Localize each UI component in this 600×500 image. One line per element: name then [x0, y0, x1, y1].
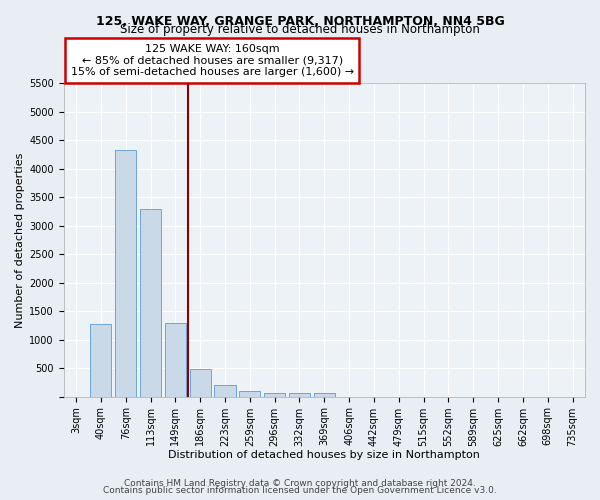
Bar [190, 370, 211, 396]
Bar [239, 392, 260, 396]
Text: Contains public sector information licensed under the Open Government Licence v3: Contains public sector information licen… [103, 486, 497, 495]
Y-axis label: Number of detached properties: Number of detached properties [15, 152, 25, 328]
Bar [140, 208, 161, 396]
Bar [91, 324, 112, 396]
Bar [264, 392, 285, 396]
Bar [214, 384, 236, 396]
Text: Size of property relative to detached houses in Northampton: Size of property relative to detached ho… [120, 22, 480, 36]
Bar [289, 394, 310, 396]
Bar [115, 150, 136, 396]
Text: Contains HM Land Registry data © Crown copyright and database right 2024.: Contains HM Land Registry data © Crown c… [124, 478, 476, 488]
Text: 125, WAKE WAY, GRANGE PARK, NORTHAMPTON, NN4 5BG: 125, WAKE WAY, GRANGE PARK, NORTHAMPTON,… [95, 15, 505, 28]
Text: 125 WAKE WAY: 160sqm
← 85% of detached houses are smaller (9,317)
15% of semi-de: 125 WAKE WAY: 160sqm ← 85% of detached h… [71, 44, 354, 77]
Bar [314, 393, 335, 396]
X-axis label: Distribution of detached houses by size in Northampton: Distribution of detached houses by size … [169, 450, 480, 460]
Bar [165, 323, 186, 396]
